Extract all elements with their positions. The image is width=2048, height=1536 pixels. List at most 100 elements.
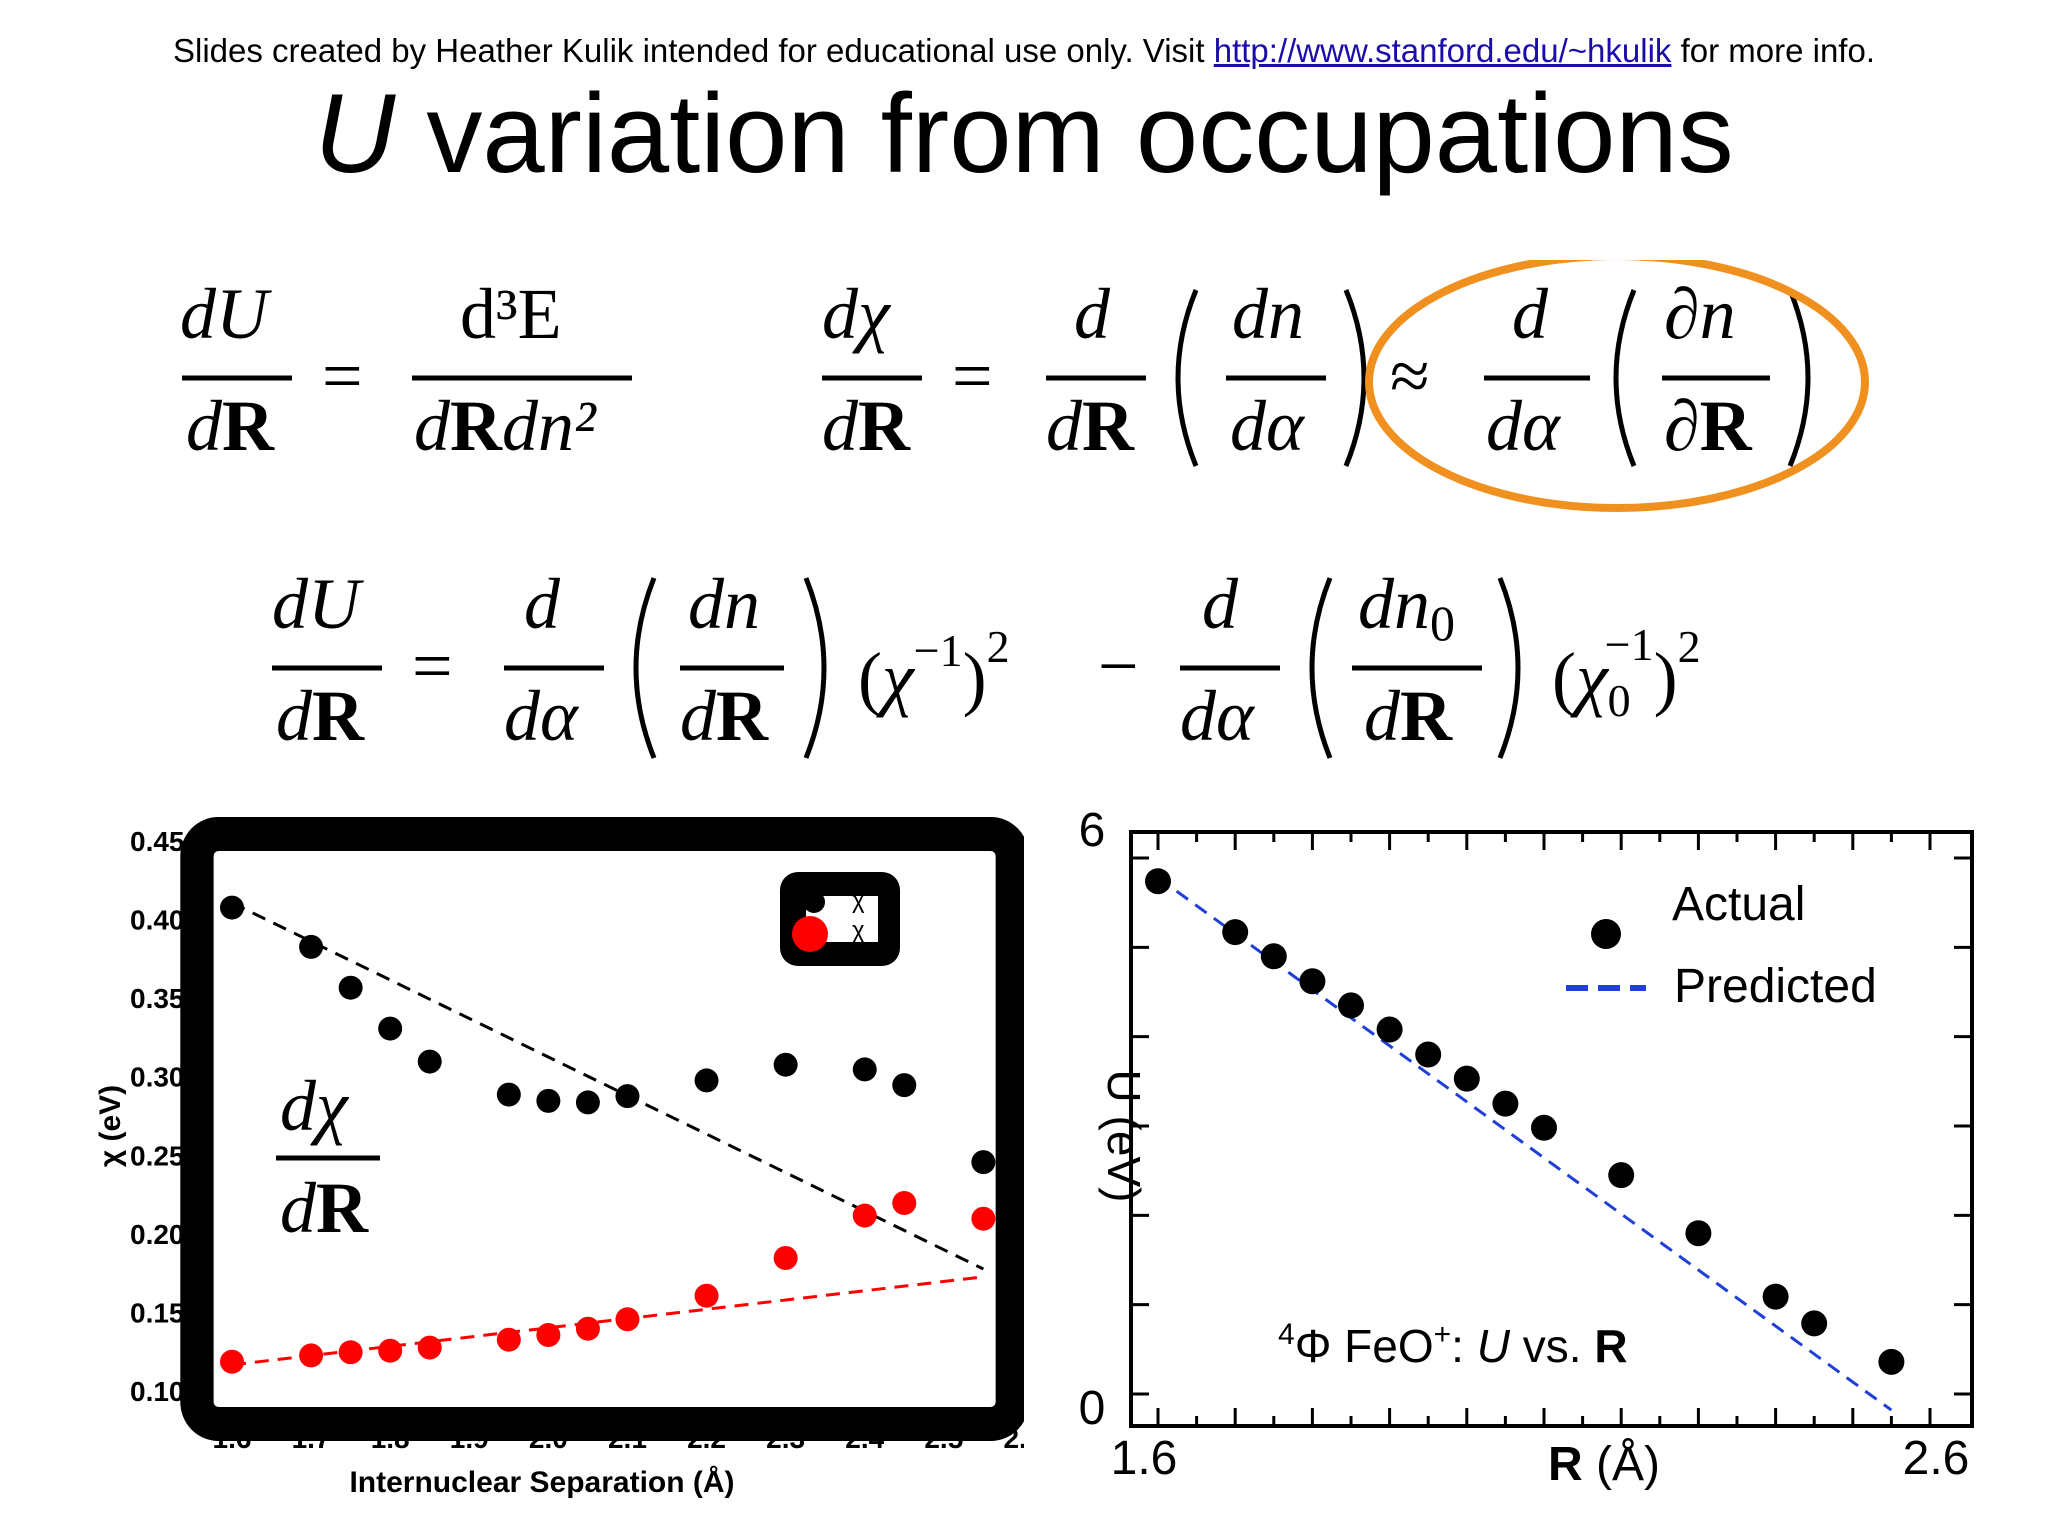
chi-point-red xyxy=(575,1316,600,1341)
chi-legend-label-2: χ xyxy=(852,917,865,944)
u-actual-point xyxy=(1222,919,1249,946)
u-legend-actual: Actual xyxy=(1672,878,1805,931)
chi-point-red xyxy=(299,1343,324,1368)
u-x-tick-label: 1.6 xyxy=(1111,1432,1178,1485)
equation-3: dU dR = d dα dn dR (χ−1)2 − d dα dn0 dR … xyxy=(272,564,1701,759)
u-chart: 1.6 2.6 0 6 U (eV) R (Å) Actual Predicted 4… xyxy=(1079,804,1974,1491)
u-actual-point xyxy=(1299,968,1326,995)
eq2-paren-right xyxy=(1343,289,1367,467)
chi-point-red xyxy=(615,1307,640,1332)
eq2-paren-left xyxy=(1175,289,1199,467)
chi-point-black xyxy=(694,1068,719,1093)
chi-point-red xyxy=(496,1327,521,1352)
credit-prefix: Slides created by Heather Kulik intended… xyxy=(173,32,1214,69)
overlay-dchi: dχ xyxy=(280,1066,350,1146)
u-annotation: 4Φ FeO+: U vs. R xyxy=(1278,1318,1628,1372)
chi-point-black xyxy=(773,1052,798,1077)
title-variable: U xyxy=(314,71,396,196)
u-actual-point xyxy=(1801,1310,1828,1337)
chi-point-black xyxy=(852,1057,877,1082)
eq1-rhs-den: dRdn² xyxy=(414,386,597,466)
chi-legend-label-1: χ xyxy=(852,887,865,914)
equation-2: dχ dR = d dR dn dα ≈ d dα ∂n ∂R xyxy=(822,260,1869,512)
eq3-dn: dn xyxy=(688,564,760,644)
u-y-tick-label: 6 xyxy=(1079,804,1106,857)
u-plot-area: 1.6 2.6 0 6 xyxy=(1079,804,1974,1485)
u-actual-point xyxy=(1376,1016,1403,1043)
eq3-dalpha2: dα xyxy=(1180,676,1255,756)
u-actual-point xyxy=(1260,943,1287,970)
eq2-partial-n: ∂n xyxy=(1664,274,1736,354)
chi-y-tick-label: 0.20 xyxy=(130,1219,185,1250)
title-text: variation from occupations xyxy=(395,71,1734,196)
chi-y-tick-label: 0.30 xyxy=(130,1062,185,1093)
eq2-lhs-num: dχ xyxy=(822,274,892,354)
eq2-dR-den: dR xyxy=(1046,386,1135,466)
equation-1: dU dR = d³E dRdn² xyxy=(180,274,632,466)
chi-point-red xyxy=(378,1338,403,1363)
chi-point-red xyxy=(220,1349,244,1374)
eq2-d-num: d xyxy=(1074,274,1111,354)
eq1-lhs-den: dR xyxy=(186,386,275,466)
credit-link[interactable]: http://www.stanford.edu/~hkulik xyxy=(1213,32,1672,69)
eq2-lhs-den: dR xyxy=(822,386,911,466)
equations: dU dR = d³E dRdn² dχ dR = d dR dn dα ≈ d… xyxy=(180,260,1869,759)
chi-legend-dot-red xyxy=(792,916,828,952)
eq3-paren-2 xyxy=(803,577,827,759)
eq1-lhs-num: dU xyxy=(180,274,272,354)
eq2-approx: ≈ xyxy=(1390,336,1430,416)
eq1-rhs-num: d³E xyxy=(460,274,562,354)
chi-y-tick-label: 0.25 xyxy=(130,1140,185,1171)
eq3-equals: = xyxy=(412,626,453,706)
chi-y-tick-label: 0.45 xyxy=(130,826,185,857)
u-actual-point xyxy=(1608,1162,1635,1189)
u-x-tick-label: 2.6 xyxy=(1903,1432,1970,1485)
chi-point-red xyxy=(338,1340,363,1365)
eq2-d2-num: d xyxy=(1512,274,1549,354)
overlay-dR: dR xyxy=(280,1168,369,1248)
eq3-d2-num: d xyxy=(1202,564,1239,644)
eq3-d-num: d xyxy=(524,564,561,644)
eq3-dR2: dR xyxy=(1364,676,1453,756)
overlay-frame xyxy=(180,817,1024,1441)
chi-point-red xyxy=(852,1203,877,1228)
u-x-axis-label: R (Å) xyxy=(1548,1438,1660,1491)
u-actual-point xyxy=(1338,992,1364,1019)
chi-legend-dot-black xyxy=(803,891,825,913)
chi-point-black xyxy=(220,895,244,920)
u-legend-dot xyxy=(1591,919,1621,949)
eq3-paren-3 xyxy=(1309,577,1333,759)
chi-point-black xyxy=(615,1084,640,1109)
eq3-lhs-num: dU xyxy=(272,564,364,644)
chi-point-black xyxy=(971,1150,996,1175)
u-plot-frame xyxy=(1129,830,1974,1428)
chi-point-red xyxy=(773,1246,798,1270)
eq2-equals: = xyxy=(952,336,993,416)
u-legend-predicted: Predicted xyxy=(1674,960,1877,1013)
eq1-equals: = xyxy=(322,336,363,416)
u-actual-point xyxy=(1531,1114,1557,1141)
chi-y-axis-label: χ (eV) xyxy=(94,1085,127,1167)
chi-chart: 0.100.150.200.250.300.350.400.451.6 1.7 1.… xyxy=(94,817,1024,1499)
u-actual-point xyxy=(1415,1041,1442,1068)
u-actual-point xyxy=(1878,1348,1905,1375)
credit-line: Slides created by Heather Kulik intended… xyxy=(0,32,2048,70)
eq3-paren-1 xyxy=(633,577,657,759)
chi-point-black xyxy=(536,1088,561,1113)
chi-point-black xyxy=(496,1082,521,1107)
chi-point-red xyxy=(971,1206,996,1231)
u-y-tick-label: 0 xyxy=(1079,1382,1106,1435)
chi-point-red xyxy=(892,1191,917,1215)
eq3-dn0: dn0 xyxy=(1358,564,1455,651)
chi-y-tick-label: 0.10 xyxy=(130,1376,185,1407)
chi-point-red xyxy=(694,1283,719,1308)
u-y-axis-label: U (eV) xyxy=(1098,1070,1150,1203)
eq2-paren-left-2 xyxy=(1613,289,1637,467)
chi-point-black xyxy=(417,1049,442,1074)
eq3-dR: dR xyxy=(680,676,769,756)
chi-y-tick-label: 0.15 xyxy=(130,1297,185,1328)
eq2-dalpha2: dα xyxy=(1486,386,1561,466)
chi-x-axis-label: Internuclear Separation (Å) xyxy=(349,1466,734,1499)
u-actual-point xyxy=(1762,1283,1789,1310)
chi-point-black xyxy=(338,975,363,1000)
